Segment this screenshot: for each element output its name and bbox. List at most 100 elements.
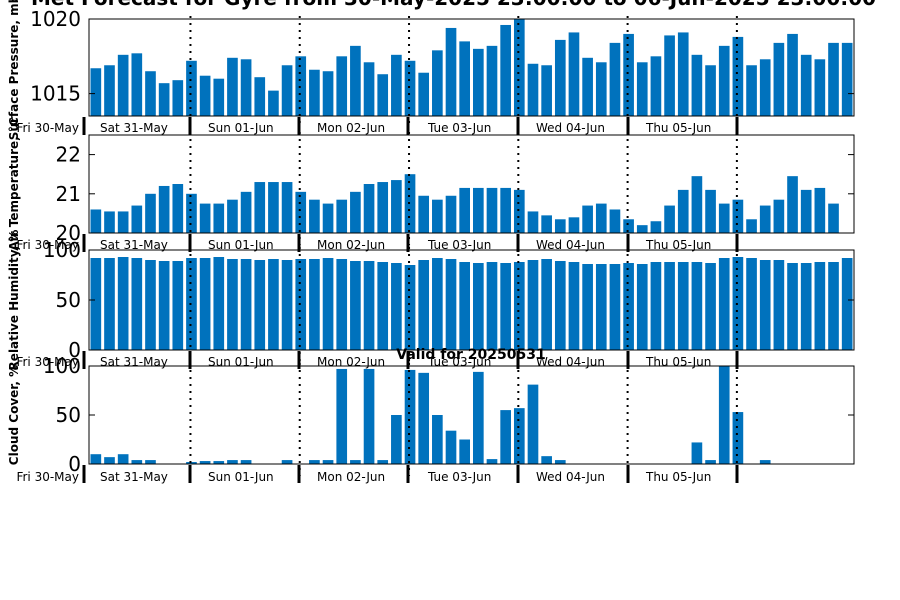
- y-tick-label: 0: [68, 338, 81, 362]
- bar: [104, 457, 115, 464]
- bar: [240, 460, 252, 464]
- bar: [377, 182, 389, 233]
- bar: [636, 62, 648, 116]
- bar: [377, 262, 389, 350]
- bar: [705, 65, 716, 116]
- bar: [254, 77, 266, 116]
- bar: [145, 460, 156, 464]
- bar: [486, 187, 498, 233]
- bar: [705, 263, 716, 350]
- day-label: Mon 02-Jun: [317, 355, 385, 369]
- bar: [705, 189, 716, 233]
- bar: [363, 261, 375, 350]
- bar: [650, 262, 662, 350]
- bar: [117, 454, 129, 464]
- day-label: Sun 01-Jun: [208, 238, 274, 252]
- bar: [418, 260, 430, 350]
- y-axis-label: Relative Humidity, %: [7, 230, 21, 371]
- bar: [691, 442, 703, 464]
- bar: [158, 185, 170, 233]
- bar: [322, 203, 334, 233]
- axes-frame: [88, 134, 855, 234]
- bar: [473, 263, 484, 350]
- bar: [227, 199, 238, 233]
- bar: [172, 80, 184, 116]
- bar: [172, 261, 184, 350]
- bar: [131, 53, 143, 116]
- y-axis-label: Cloud Cover, %: [7, 365, 21, 465]
- bar: [732, 412, 744, 464]
- bar: [486, 45, 498, 116]
- bar: [650, 56, 662, 116]
- y-tick-label: 1015: [30, 82, 81, 106]
- day-label: Tue 03-Jun: [427, 121, 491, 135]
- bar: [473, 187, 484, 233]
- bar: [227, 460, 238, 464]
- chart-title: Met Forecast for Gyre from 30-May-2025 2…: [31, 0, 876, 10]
- bar: [759, 59, 771, 116]
- bar: [131, 258, 143, 350]
- bar: [309, 69, 320, 116]
- day-label: Sat 31-May: [100, 121, 168, 135]
- bar: [186, 193, 197, 233]
- bar: [841, 42, 853, 116]
- bar: [554, 39, 566, 116]
- bar: [363, 62, 375, 116]
- bar: [800, 263, 812, 350]
- bar: [746, 258, 757, 350]
- day-label: Mon 02-Jun: [317, 121, 385, 135]
- valid-for-annotation: Valid for 20250531: [396, 347, 545, 363]
- bar: [131, 460, 143, 464]
- bar: [418, 72, 430, 116]
- bar: [718, 203, 730, 233]
- bar: [350, 45, 361, 116]
- bar: [705, 460, 716, 464]
- bar: [281, 65, 293, 116]
- bar: [746, 219, 757, 233]
- bar: [268, 90, 279, 116]
- bar: [814, 59, 826, 116]
- bar: [691, 54, 703, 116]
- y-axis-label: Air Temperature, °C: [7, 117, 21, 251]
- bar: [759, 460, 771, 464]
- bar: [500, 187, 511, 233]
- bar: [391, 54, 402, 116]
- bar: [336, 199, 348, 233]
- y-tick-label: 1020: [30, 7, 81, 31]
- bar: [172, 184, 184, 233]
- bar: [664, 35, 675, 116]
- bar: [199, 461, 211, 464]
- bar: [240, 259, 252, 350]
- bar: [473, 48, 484, 116]
- day-label: Mon 02-Jun: [317, 238, 385, 252]
- bar: [500, 410, 511, 464]
- bar: [432, 415, 443, 464]
- bar: [309, 460, 320, 464]
- bar: [554, 219, 566, 233]
- bar: [445, 430, 457, 464]
- bar: [336, 56, 348, 116]
- bar: [595, 203, 607, 233]
- bar: [718, 45, 730, 116]
- bar: [336, 368, 348, 464]
- bar: [527, 63, 539, 116]
- bar: [281, 260, 293, 350]
- bar: [732, 199, 744, 233]
- bar: [554, 460, 566, 464]
- y-tick-label: 50: [56, 288, 81, 312]
- bar: [404, 369, 416, 464]
- bar: [363, 184, 375, 233]
- bar: [568, 262, 580, 350]
- bar: [309, 259, 320, 350]
- bar: [732, 257, 744, 350]
- bar: [322, 258, 334, 350]
- bar: [404, 174, 416, 233]
- day-label: Tue 03-Jun: [427, 470, 491, 484]
- day-label: Sun 01-Jun: [208, 355, 274, 369]
- day-label: Wed 04-Jun: [536, 238, 605, 252]
- bar: [486, 262, 498, 350]
- bar: [595, 62, 607, 116]
- bar: [841, 258, 853, 350]
